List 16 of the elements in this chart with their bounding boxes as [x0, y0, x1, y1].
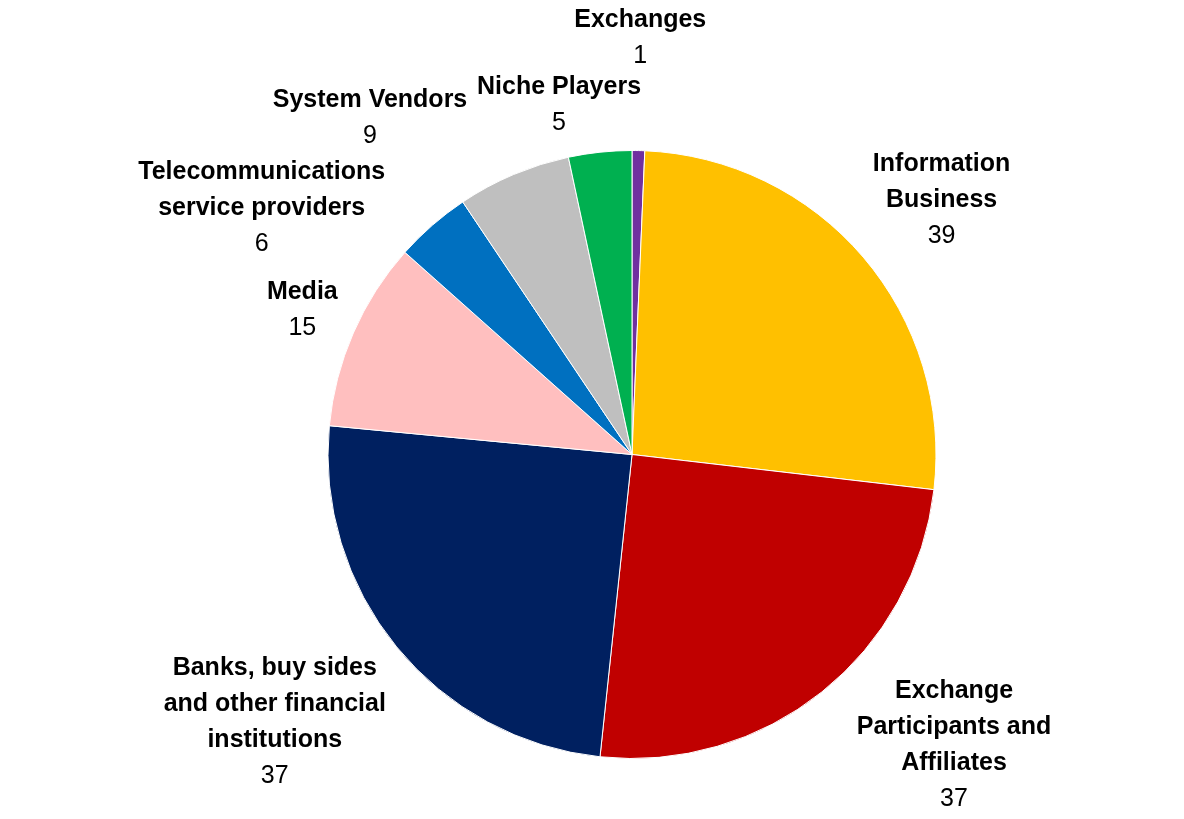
data-label: 15	[288, 312, 317, 341]
data-label: 5	[552, 107, 567, 136]
slice-label: Media	[266, 276, 339, 305]
slice-label: Exchanges	[574, 3, 707, 32]
slice-label: Niche Players	[477, 71, 642, 100]
data-label: 1	[633, 39, 648, 68]
slice-label: Telecommunications service providers	[138, 155, 386, 220]
data-label: 39	[927, 219, 956, 248]
data-label: 6	[254, 227, 269, 256]
slice-label: Banks, buy sides and other financial institutions	[163, 651, 386, 752]
slice-label: Information Business	[872, 147, 1011, 212]
slice-label: System Vendors	[272, 83, 468, 112]
data-label: 37	[940, 782, 968, 811]
data-label: 9	[363, 119, 377, 148]
slice-label: Exchange Participants and Affiliates	[856, 674, 1052, 775]
data-label: 37	[260, 759, 289, 788]
